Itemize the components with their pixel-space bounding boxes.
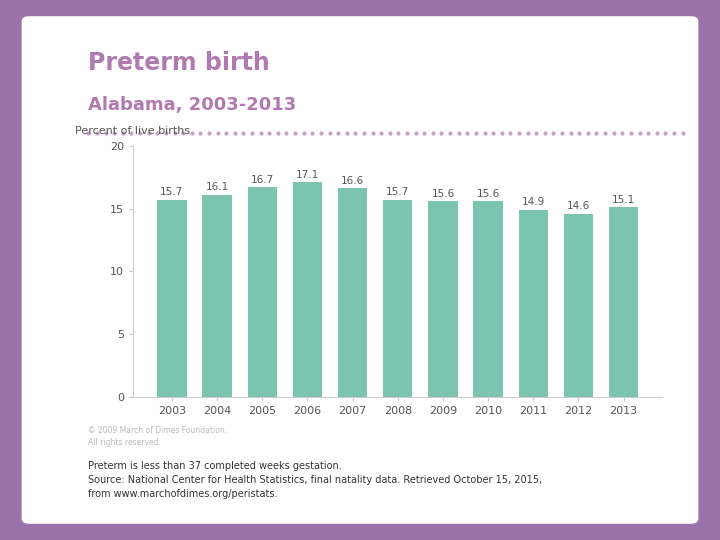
Text: 15.7: 15.7	[161, 187, 184, 197]
Text: 16.1: 16.1	[205, 183, 229, 192]
Bar	[474, 201, 503, 397]
Text: Preterm birth: Preterm birth	[89, 51, 270, 76]
Bar	[248, 187, 277, 397]
Text: 16.7: 16.7	[251, 175, 274, 185]
Text: Preterm is less than 37 completed weeks gestation.
Source: National Center for H: Preterm is less than 37 completed weeks …	[89, 461, 543, 500]
Bar	[202, 195, 232, 397]
Text: Alabama, 2003-2013: Alabama, 2003-2013	[89, 96, 297, 114]
Bar	[293, 182, 322, 397]
Text: 14.6: 14.6	[567, 201, 590, 211]
Text: 15.1: 15.1	[612, 195, 635, 205]
Text: © 2009 March of Dimes Foundation.
All rights reserved.: © 2009 March of Dimes Foundation. All ri…	[89, 427, 228, 447]
Text: Percent of live births: Percent of live births	[75, 126, 190, 136]
Text: 17.1: 17.1	[296, 170, 319, 180]
Text: 14.9: 14.9	[522, 197, 545, 207]
Bar	[564, 214, 593, 397]
Bar	[518, 210, 548, 397]
Bar	[383, 200, 413, 397]
Bar	[157, 200, 186, 397]
Text: 15.6: 15.6	[431, 188, 454, 199]
Bar	[428, 201, 458, 397]
Text: 16.6: 16.6	[341, 176, 364, 186]
Bar	[338, 188, 367, 397]
Text: 15.6: 15.6	[477, 188, 500, 199]
Text: 15.7: 15.7	[386, 187, 410, 197]
Bar	[609, 207, 639, 397]
